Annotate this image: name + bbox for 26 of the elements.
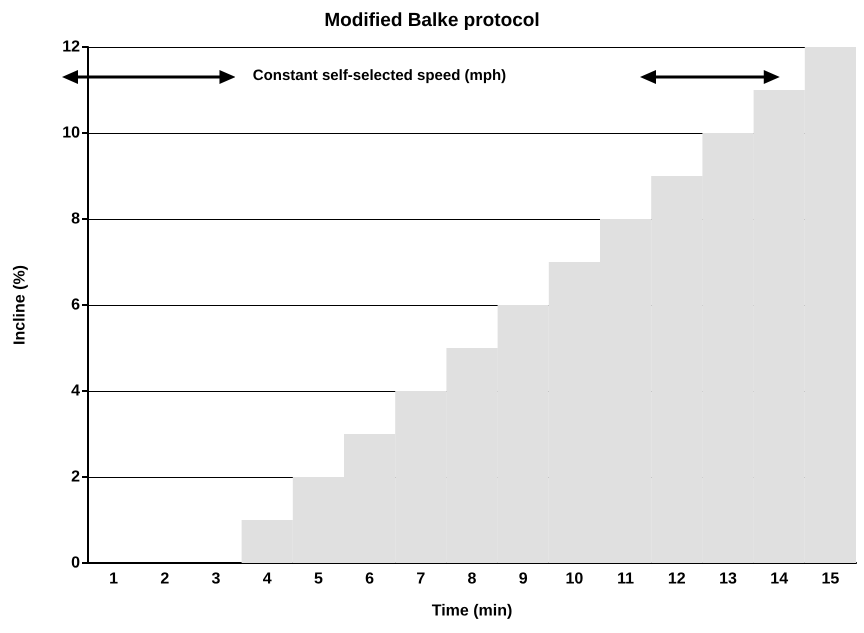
x-tick-label: 12: [668, 570, 686, 588]
y-tick-label: 8: [71, 210, 80, 228]
x-tick-label: 10: [566, 570, 584, 588]
x-tick-label: 14: [770, 570, 788, 588]
y-tick-label: 4: [71, 382, 80, 400]
x-tick-label: 8: [468, 570, 477, 588]
x-tick-label: 9: [518, 570, 528, 588]
x-tick-label: 5: [314, 570, 323, 588]
y-tick-label: 2: [71, 468, 80, 486]
x-tick-label: 13: [719, 570, 737, 588]
x-tick-label: 4: [262, 570, 272, 588]
y-axis-title: Incline (%): [12, 264, 28, 346]
x-tick-label: 3: [212, 570, 221, 588]
x-tick-label: 2: [160, 570, 170, 588]
y-tick-label: 10: [62, 124, 80, 142]
chart-title: Modified Balke protocol: [324, 10, 540, 31]
x-tick-label: 1: [109, 570, 118, 588]
annotation: Constant self-selected speed (mph): [252, 67, 506, 84]
y-tick-label: 12: [62, 38, 80, 56]
x-tick-label: 11: [617, 570, 634, 588]
y-tick-label: 6: [71, 296, 80, 314]
x-axis-title: Time (min): [432, 602, 512, 620]
x-tick-label: 6: [365, 570, 374, 588]
x-tick-label: 7: [416, 570, 426, 588]
x-tick-label: 15: [822, 570, 840, 588]
y-tick-label: 0: [71, 554, 80, 572]
